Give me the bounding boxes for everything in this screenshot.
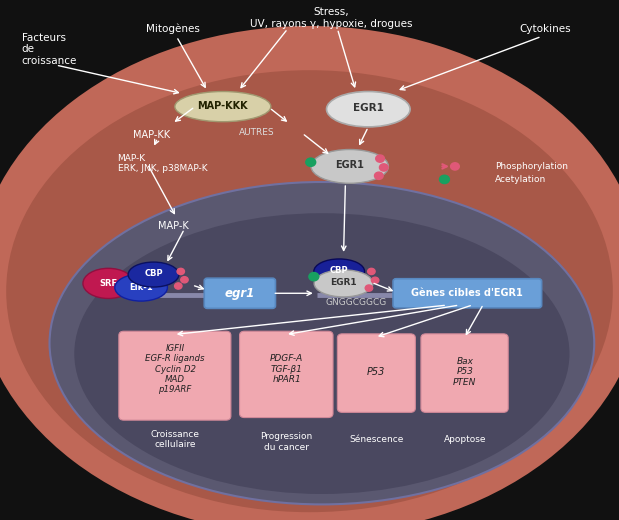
Text: Acetylation: Acetylation (495, 175, 547, 184)
Text: Gènes cibles d'EGR1: Gènes cibles d'EGR1 (412, 288, 523, 298)
Ellipse shape (314, 270, 373, 297)
Circle shape (374, 172, 383, 179)
Circle shape (376, 155, 384, 162)
Circle shape (177, 268, 184, 275)
Text: MAP-KKK: MAP-KKK (197, 100, 248, 111)
Ellipse shape (0, 26, 619, 520)
Text: MAP-KK: MAP-KK (133, 130, 170, 140)
Ellipse shape (115, 274, 167, 301)
Text: Phosphorylation: Phosphorylation (495, 162, 568, 171)
Circle shape (306, 158, 316, 166)
Text: Progression
du cancer: Progression du cancer (261, 432, 313, 452)
Text: PDGF-A
TGF-β1
hPAR1: PDGF-A TGF-β1 hPAR1 (270, 354, 303, 384)
Circle shape (368, 268, 375, 275)
FancyBboxPatch shape (240, 331, 333, 418)
Ellipse shape (128, 262, 179, 287)
Text: MAP-K
ERK, JNK, p38MAP-K: MAP-K ERK, JNK, p38MAP-K (118, 154, 207, 174)
Text: Facteurs
de
croissance: Facteurs de croissance (22, 33, 77, 66)
Circle shape (309, 272, 319, 281)
Text: Croissance
cellulaire: Croissance cellulaire (150, 430, 200, 449)
Text: EGR1: EGR1 (335, 160, 364, 171)
Ellipse shape (327, 92, 410, 127)
Text: Stress,
UV, rayons γ, hypoxie, drogues: Stress, UV, rayons γ, hypoxie, drogues (250, 7, 412, 29)
Text: Apoptose: Apoptose (444, 435, 486, 444)
Ellipse shape (74, 213, 569, 494)
Text: Mitogènes: Mitogènes (146, 23, 201, 34)
Circle shape (371, 277, 379, 283)
Circle shape (175, 283, 182, 289)
Text: IGFII
EGF-R ligands
Cyclin D2
MAD
p19ARF: IGFII EGF-R ligands Cyclin D2 MAD p19ARF (145, 344, 205, 395)
Text: P53: P53 (367, 367, 386, 377)
Ellipse shape (175, 92, 271, 122)
Text: GNGGCGGCG: GNGGCGGCG (326, 298, 386, 307)
FancyBboxPatch shape (421, 334, 508, 412)
Circle shape (439, 175, 449, 184)
FancyBboxPatch shape (204, 278, 275, 308)
Text: CBP: CBP (330, 266, 348, 275)
Circle shape (451, 163, 459, 170)
Text: MAP-K: MAP-K (158, 221, 189, 231)
Text: CBP: CBP (144, 269, 163, 278)
Ellipse shape (83, 268, 134, 298)
Circle shape (365, 285, 373, 291)
Text: SRF: SRF (99, 279, 118, 288)
Text: Sénescence: Sénescence (349, 435, 404, 444)
Text: Bax
P53
PTEN: Bax P53 PTEN (453, 357, 477, 387)
Text: EGR1: EGR1 (353, 103, 384, 113)
FancyBboxPatch shape (393, 279, 542, 308)
Circle shape (379, 164, 388, 171)
Ellipse shape (6, 70, 613, 512)
FancyBboxPatch shape (119, 331, 231, 420)
Ellipse shape (314, 259, 365, 284)
Text: Elk-1: Elk-1 (129, 283, 153, 292)
Text: EGR1: EGR1 (330, 278, 357, 287)
Ellipse shape (50, 182, 594, 504)
Ellipse shape (311, 150, 389, 183)
Text: egr1: egr1 (225, 287, 255, 300)
Text: AUTRES: AUTRES (239, 128, 275, 137)
Circle shape (181, 277, 188, 283)
FancyBboxPatch shape (337, 334, 415, 412)
Text: Cytokines: Cytokines (519, 23, 571, 34)
